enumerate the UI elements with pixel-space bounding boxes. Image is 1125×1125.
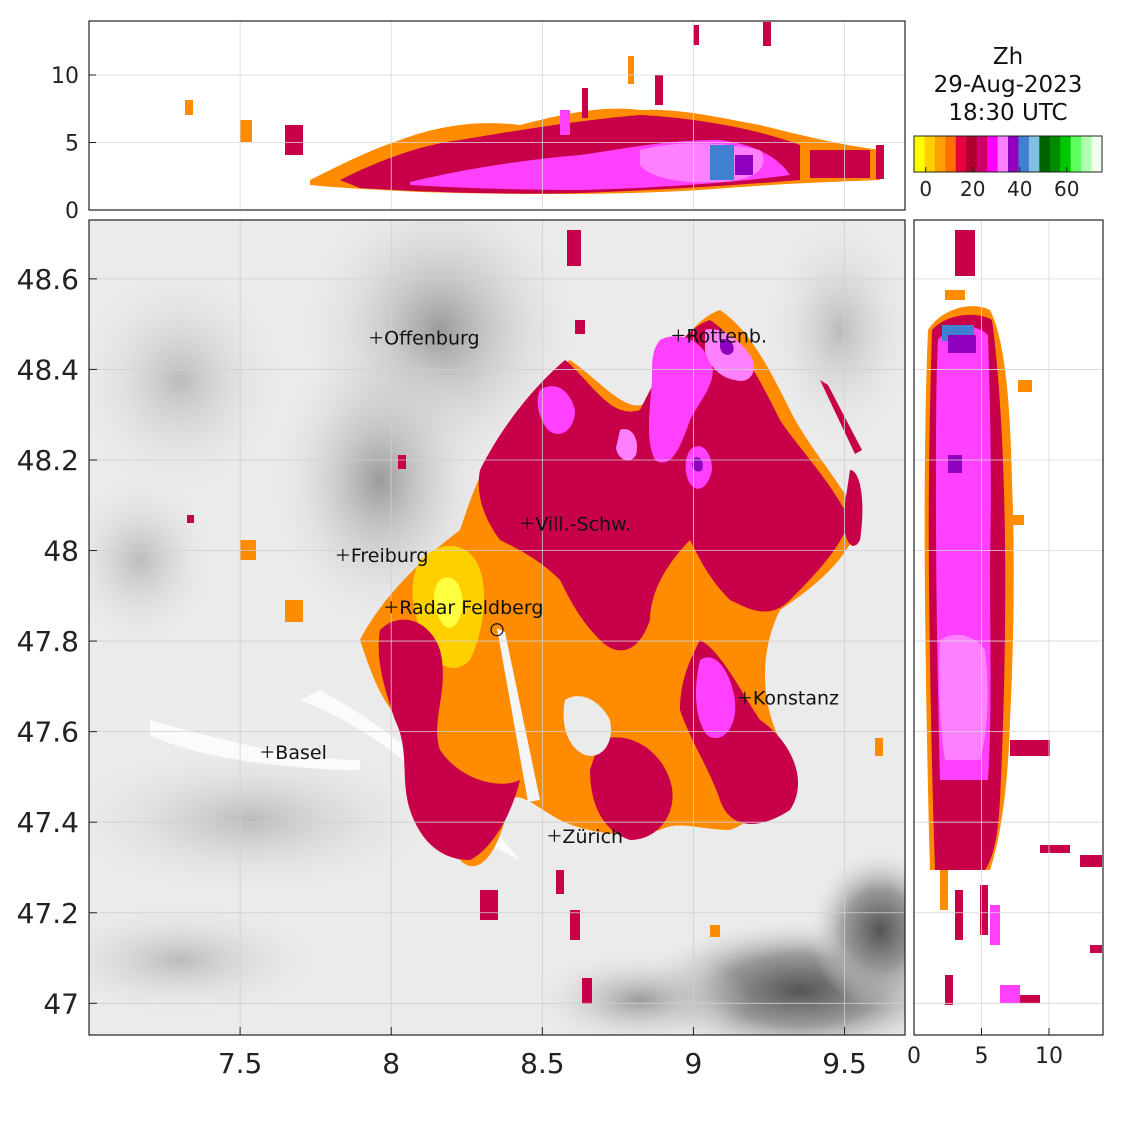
- map-y-tick-label: 47.2: [17, 897, 79, 930]
- map-panel: Offenburg Rottenb. Vill.-Schw. Freiburg Rada…: [17, 204, 920, 1080]
- map-y-tick-label: 47.4: [17, 806, 79, 839]
- map-y-tick-label: 47: [43, 987, 79, 1020]
- map-x-tick-label: 9.5: [822, 1047, 867, 1080]
- top-y-tick-label: 10: [51, 64, 79, 89]
- map-y-tick-label: 48: [43, 535, 79, 568]
- city-marker: Offenburg: [370, 328, 480, 350]
- map-y-tick-label: 48.2: [17, 444, 79, 477]
- colorbar-tick-label: 20: [960, 177, 985, 201]
- city-label: Offenburg: [384, 328, 479, 350]
- colorbar-swatch: [1091, 136, 1103, 172]
- map-y-tick-label: 47.8: [17, 625, 79, 658]
- colorbar-swatch: [966, 136, 978, 172]
- colorbar-swatch: [1049, 136, 1061, 172]
- colorbar-swatch: [1060, 136, 1072, 172]
- colorbar-swatch: [987, 136, 999, 172]
- map-gridlines: [89, 220, 905, 1035]
- right-x-tick-label: 10: [1035, 1044, 1063, 1069]
- colorbar-tick-label: 40: [1007, 177, 1032, 201]
- right-x-tick-label: 5: [975, 1044, 989, 1069]
- reflectivity-field: [187, 230, 883, 1004]
- city-marker: Rottenb.: [672, 325, 767, 347]
- right-cross-section-field: [924, 230, 1102, 1005]
- colorbar-tick-label: 0: [919, 177, 932, 201]
- map-y-tick-label: 48.4: [17, 353, 79, 386]
- city-label: Konstanz: [753, 688, 839, 710]
- right-cross-section-panel: 0 5 10: [907, 219, 1104, 1069]
- map-x-axis: 7.5 8 8.5 9 9.5: [218, 204, 867, 1080]
- map-frame: [88, 219, 906, 1036]
- colorbar-swatch: [924, 136, 936, 172]
- title-time: 18:30 UTC: [948, 100, 1067, 126]
- radar-site-marker: [490, 623, 504, 637]
- colorbar: 0 20 40 60: [913, 135, 1103, 201]
- title-block: Zh 29-Aug-2023 18:30 UTC: [934, 44, 1083, 126]
- city-label: Vill.-Schw.: [535, 513, 631, 535]
- colorbar-swatch: [1018, 136, 1030, 172]
- colorbar-swatch: [1028, 136, 1040, 172]
- top-cross-section-field: [185, 22, 884, 195]
- right-x-tick-label: 0: [907, 1044, 921, 1069]
- top-frame: [88, 20, 906, 211]
- map-y-tick-label: 47.6: [17, 716, 79, 749]
- city-marker: Vill.-Schw.: [521, 513, 631, 535]
- map-y-axis: 48.6 48.4 48.2 48 47.8 47.6 47.4 47.2 47: [17, 263, 920, 1020]
- top-y-tick-label: 5: [65, 132, 79, 157]
- title-variable: Zh: [993, 44, 1023, 70]
- map-x-tick-label: 8.5: [520, 1047, 565, 1080]
- top-gridlines: [89, 21, 905, 211]
- city-marker: Basel: [261, 742, 327, 764]
- city-label: Basel: [275, 742, 327, 764]
- colorbar-swatch: [1081, 136, 1093, 172]
- city-label: Freiburg: [351, 545, 429, 567]
- top-y-axis: 0 5 10: [51, 64, 96, 224]
- colorbar-swatch: [976, 136, 988, 172]
- map-x-tick-label: 9: [685, 1047, 703, 1080]
- city-marker: Freiburg: [336, 545, 429, 567]
- map-x-tick-label: 8: [382, 1047, 400, 1080]
- city-labels: Offenburg Rottenb. Vill.-Schw. Freiburg Rada…: [261, 325, 839, 848]
- colorbar-swatch: [945, 136, 957, 172]
- colorbar-tick-label: 60: [1054, 177, 1079, 201]
- top-y-tick-label: 0: [65, 199, 79, 224]
- city-marker: Zürich: [548, 826, 623, 848]
- map-y-tick-label: 48.6: [17, 263, 79, 296]
- city-marker: Radar Feldberg: [385, 597, 543, 619]
- right-x-axis: 0 5 10: [907, 1028, 1063, 1069]
- colorbar-swatch: [914, 136, 925, 172]
- colorbar-swatch: [1070, 136, 1082, 172]
- top-cross-section-panel: 0 5 10: [51, 20, 906, 224]
- city-label: Radar Feldberg: [399, 597, 543, 619]
- city-label: Zürich: [562, 826, 623, 848]
- city-label: Rottenb.: [686, 325, 767, 347]
- colorbar-swatch: [1039, 136, 1051, 172]
- terrain-background: [89, 220, 905, 1035]
- colorbar-swatch: [955, 136, 967, 172]
- city-marker: Konstanz: [738, 688, 839, 710]
- colorbar-swatch: [997, 136, 1009, 172]
- title-date: 29-Aug-2023: [934, 72, 1083, 98]
- colorbar-swatch: [934, 136, 946, 172]
- right-frame: [913, 219, 1104, 1036]
- map-x-tick-label: 7.5: [218, 1047, 263, 1080]
- colorbar-swatch: [1008, 136, 1019, 172]
